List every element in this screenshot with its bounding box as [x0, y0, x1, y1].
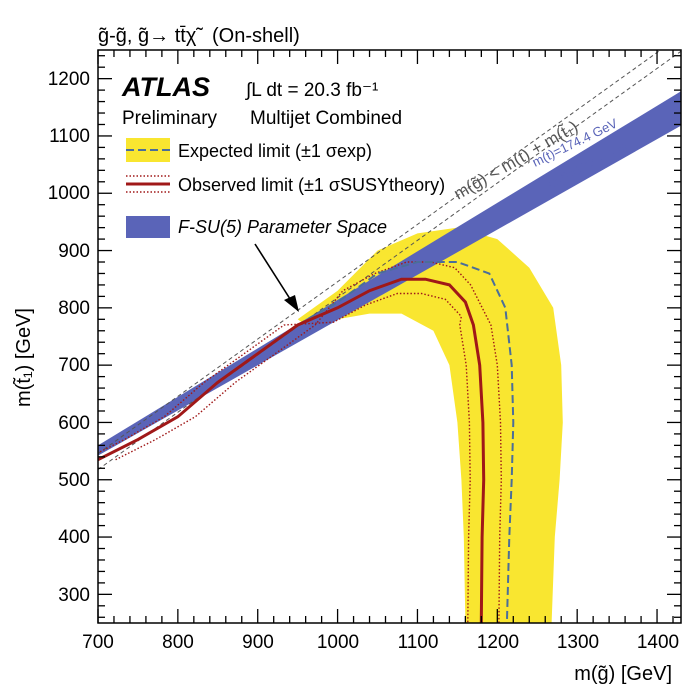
plot-frame — [97, 49, 682, 624]
legend: Expected limit (±1 σexp) Observed limit … — [126, 138, 445, 238]
y-tick-labels: 300 400 500 600 700 800 900 1000 1100 12… — [48, 69, 90, 606]
x-tick-label: 1200 — [477, 632, 519, 653]
legend-fsu5-label: F-SU(5) Parameter Space — [178, 217, 387, 237]
y-axis-label: m(t̃₁) [GeV] — [12, 308, 35, 407]
x-tick-label: 1300 — [557, 632, 599, 653]
expected-limit-line — [297, 261, 515, 623]
kinematic-limit-line — [98, 50, 662, 455]
y-tick-label: 700 — [58, 355, 90, 376]
luminosity-label: ∫L dt = 20.3 fb⁻¹ — [245, 80, 378, 101]
plot-area — [98, 50, 681, 623]
chart-title-suffix: (On-shell) — [212, 25, 300, 47]
x-axis-label: m(g̃) [GeV] — [574, 663, 672, 685]
x-tick-label: 1100 — [398, 632, 439, 653]
y-tick-label: 1000 — [48, 183, 90, 204]
x-tick-label: 900 — [242, 632, 274, 653]
status-label: Preliminary — [122, 108, 218, 129]
x-tick-label: 700 — [82, 632, 114, 653]
legend-expected-label: Expected limit (±1 σexp) — [178, 141, 372, 161]
observed-limit-line — [98, 277, 486, 623]
y-tick-label: 800 — [58, 298, 90, 319]
analysis-label: Multijet Combined — [250, 108, 402, 129]
y-tick-label: 300 — [58, 585, 90, 606]
observed-minus-theory-line — [98, 292, 471, 623]
y-tick-label: 900 — [58, 241, 90, 262]
x-tick-label: 1400 — [637, 632, 679, 653]
atlas-label: ATLAS — [121, 72, 210, 102]
y-tick-label: 1200 — [48, 69, 90, 90]
chart-title: g̃-g̃, g̃→ tt̄χ̃ — [98, 25, 203, 47]
y-tick-label: 500 — [58, 470, 90, 491]
x-tick-labels: 700 800 900 1000 1100 1200 1300 1400 — [82, 632, 679, 653]
axis-ticks — [97, 50, 681, 623]
x-tick-label: 1000 — [317, 632, 359, 653]
expected-1sigma-band — [297, 227, 563, 623]
legend-observed-label: Observed limit (±1 σSUSYtheory) — [178, 175, 445, 195]
x-tick-label: 800 — [162, 632, 194, 653]
y-tick-label: 600 — [58, 413, 90, 434]
y-tick-label: 400 — [58, 527, 90, 548]
legend-fsu5-swatch — [126, 216, 170, 238]
pointer-arrow — [254, 243, 299, 312]
y-tick-label: 1100 — [49, 126, 90, 147]
